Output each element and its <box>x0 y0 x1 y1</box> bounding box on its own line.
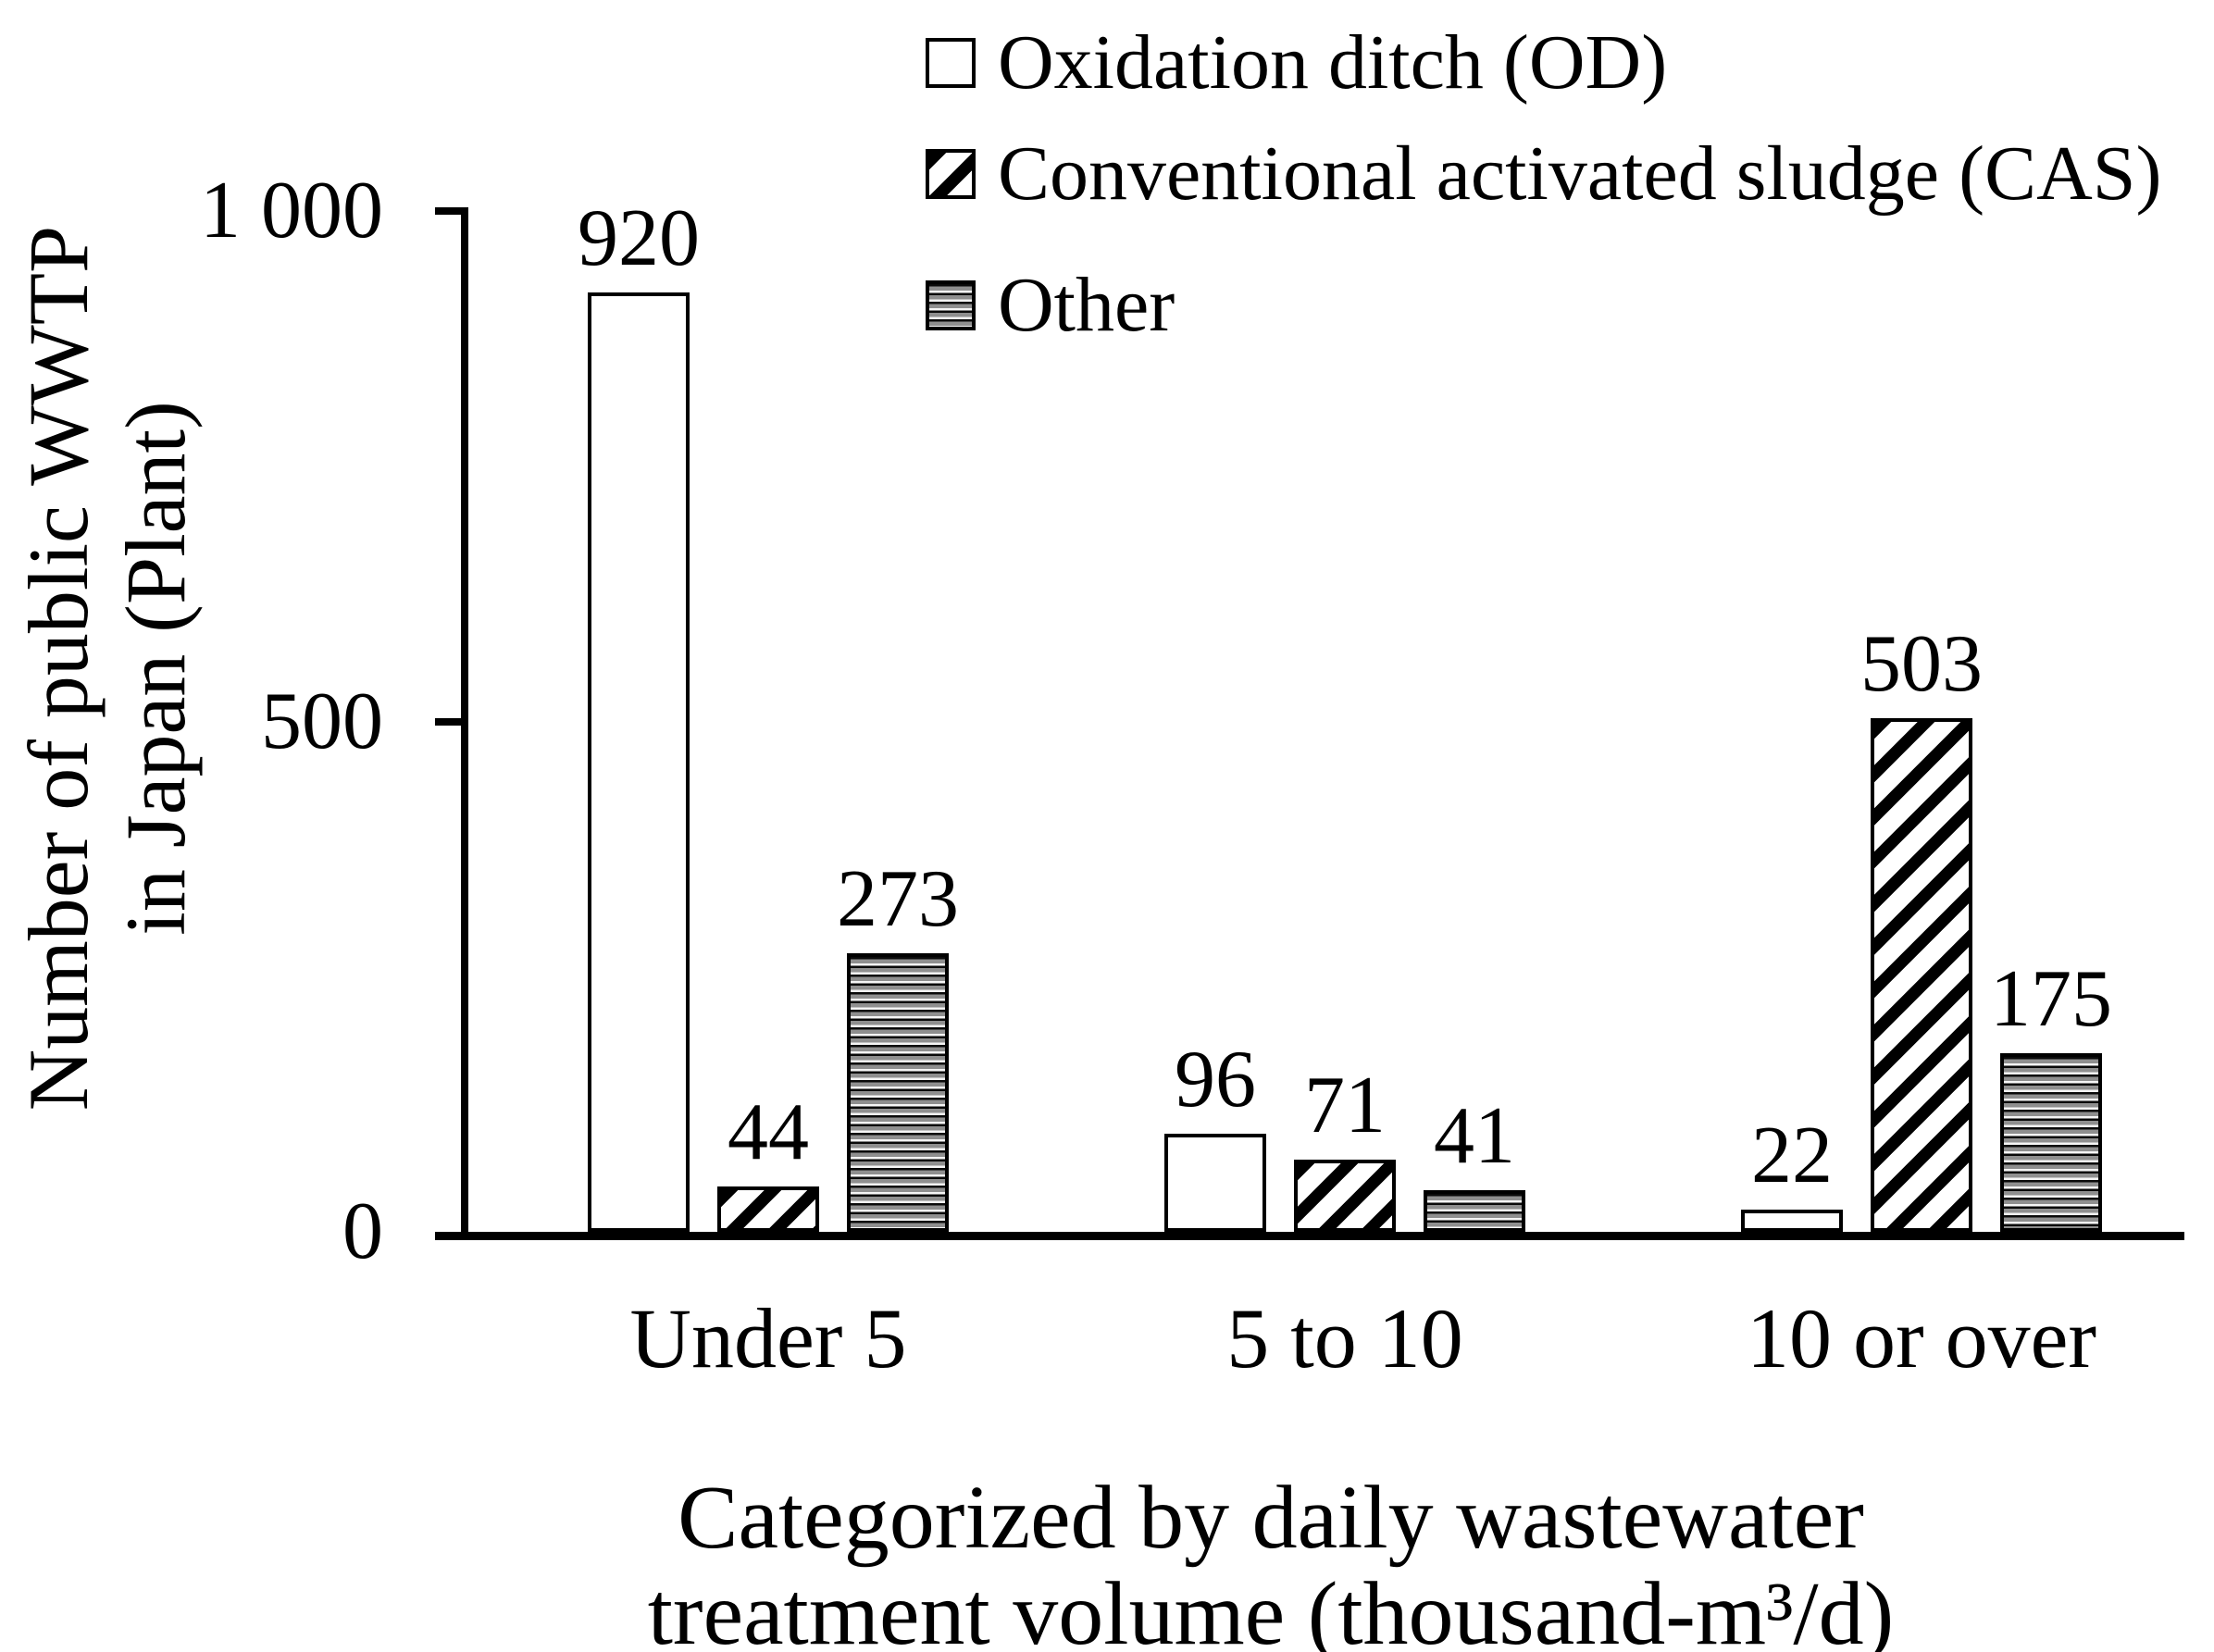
y-tick-label-500: 500 <box>261 677 383 766</box>
category-label-10-or-over: 10 or over <box>1746 1291 2097 1385</box>
y-tick-label-1-000: 1 000 <box>200 166 383 255</box>
x-axis-title-line1: Categorized by daily wastewater <box>678 1468 1864 1568</box>
y-tick-label-0: 0 <box>342 1186 383 1276</box>
value-label-under-5-conventional: 44 <box>728 1087 809 1177</box>
category-label-5-to-10: 5 to 10 <box>1226 1291 1463 1385</box>
bar-oxidation-under-5 <box>588 292 690 1232</box>
value-label-under-5-other: 273 <box>837 854 959 944</box>
value-label-5-to-10-conventional: 71 <box>1304 1061 1386 1150</box>
value-label-5-to-10-oxidation: 96 <box>1175 1035 1256 1124</box>
diagonal-hatch-swatch-icon <box>926 149 976 199</box>
value-label-under-5-oxidation: 920 <box>578 193 700 283</box>
legend: Oxidation ditch (OD) Conventional activat… <box>926 22 2214 355</box>
legend-item-other: Other <box>926 265 1175 346</box>
value-label-5-to-10-other: 41 <box>1434 1091 1515 1181</box>
bar-other-under-5 <box>847 953 949 1232</box>
value-label-10-or-over-oxidation: 22 <box>1751 1111 1833 1200</box>
x-axis-title-line2: treatment volume (thousand-m³/d) <box>647 1564 1895 1652</box>
bar-conventional-5-to-10 <box>1294 1160 1396 1232</box>
bar-oxidation-5-to-10 <box>1164 1134 1266 1232</box>
y-tick-1-000 <box>435 207 468 215</box>
legend-label-conventional: Conventional activated sludge (CAS) <box>998 130 2162 217</box>
legend-item-oxidation: Oxidation ditch (OD) <box>926 22 1667 104</box>
bar-conventional-10-or-over <box>1871 718 1972 1232</box>
value-label-10-or-over-other: 175 <box>1990 954 2112 1044</box>
bar-other-5-to-10 <box>1424 1190 1525 1232</box>
bar-other-10-or-over <box>2000 1053 2102 1232</box>
y-tick-500 <box>435 718 468 726</box>
x-axis-line <box>435 1232 2184 1240</box>
legend-label-other: Other <box>998 262 1175 348</box>
horizontal-stripes-swatch-icon <box>926 280 976 330</box>
legend-label-oxidation: Oxidation ditch (OD) <box>998 19 1668 106</box>
value-label-10-or-over-conventional: 503 <box>1860 619 1983 709</box>
bar-oxidation-10-or-over <box>1741 1210 1843 1232</box>
plain-white-swatch-icon <box>926 38 976 88</box>
category-label-under-5: Under 5 <box>629 1291 907 1385</box>
legend-item-conventional: Conventional activated sludge (CAS) <box>926 133 2161 215</box>
bar-conventional-under-5 <box>717 1186 819 1232</box>
